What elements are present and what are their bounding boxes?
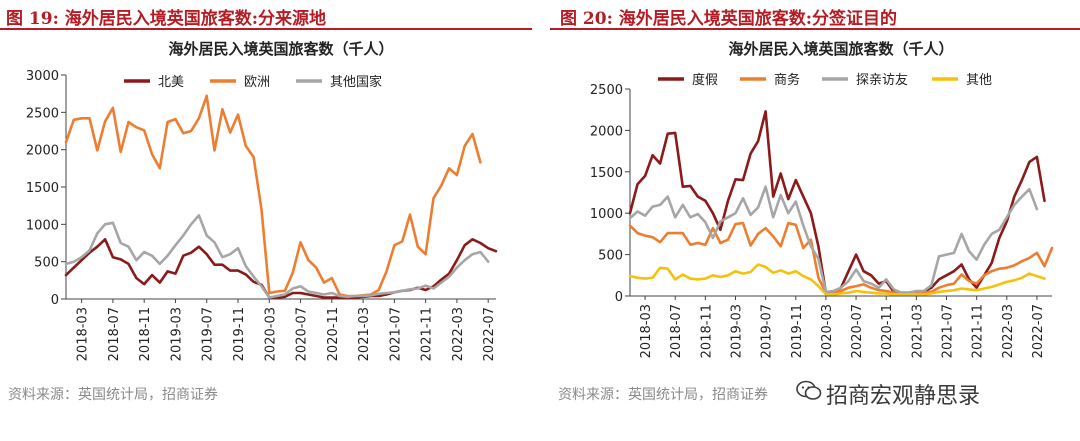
x-tick-label-12: 2022-03 xyxy=(1001,304,1016,358)
y-tick-label-0: 0 xyxy=(51,293,59,308)
legend-item-2: 探亲访友 xyxy=(822,72,908,88)
x-tick-label-6: 2020-03 xyxy=(263,307,278,361)
y-tick-label-5: 2500 xyxy=(590,83,623,98)
x-tick-label-7: 2020-07 xyxy=(850,304,865,358)
y-tick-label-3: 1500 xyxy=(26,181,59,196)
x-tick-label-3: 2019-03 xyxy=(730,304,745,358)
x-tick-label-5: 2019-11 xyxy=(790,304,805,358)
legend-item-0: 北美 xyxy=(124,75,184,90)
legend-label-1: 商务 xyxy=(774,72,800,88)
series-line-0 xyxy=(628,110,1046,295)
legend-item-2: 其他国家 xyxy=(296,74,382,90)
chart-right: 海外居民入境英国旅客数（千人） 度假 商务 探亲访友 其他 0 500 1000 1500 200… xyxy=(590,40,1054,358)
y-tick-label-2: 1000 xyxy=(26,218,59,233)
legend-label-1: 欧洲 xyxy=(244,75,270,90)
x-tick-label-13: 2022-07 xyxy=(1031,304,1046,358)
legend-label-0: 度假 xyxy=(692,72,718,88)
y-tick-label-4: 2000 xyxy=(26,144,59,159)
x-tick-label-0: 2018-03 xyxy=(76,307,91,361)
y-tick-label-3: 1500 xyxy=(590,166,623,181)
wechat-icon xyxy=(796,380,822,400)
x-tick-label-9: 2021-03 xyxy=(910,304,925,358)
x-tick-label-7: 2020-07 xyxy=(295,307,310,361)
figure-20-rule xyxy=(550,28,1080,30)
x-tick-label-3: 2019-03 xyxy=(169,307,184,361)
x-tick-label-6: 2020-03 xyxy=(820,304,835,358)
y-tick-label-4: 2000 xyxy=(590,124,623,139)
x-tick-label-11: 2021-11 xyxy=(420,307,435,361)
x-tick-label-0: 2018-03 xyxy=(639,304,654,358)
legend-item-3: 其他 xyxy=(932,73,992,88)
legend-label-2: 其他国家 xyxy=(330,74,382,90)
x-tick-label-12: 2022-03 xyxy=(451,307,466,361)
chart-left: 海外居民入境英国旅客数（千人） 北美 欧洲 其他国家 0 500 1000 1500 2000 2… xyxy=(26,40,498,361)
legend-label-3: 其他 xyxy=(966,73,992,88)
watermark-text: 招商宏观静思录 xyxy=(826,384,981,409)
x-tick-label-11: 2021-11 xyxy=(971,304,986,358)
legend-label-2: 探亲访友 xyxy=(856,72,908,88)
x-tick-label-8: 2020-11 xyxy=(880,304,895,358)
x-tick-label-9: 2021-03 xyxy=(357,307,372,361)
y-tick-label-5: 2500 xyxy=(26,106,59,121)
y-tick-label-1: 500 xyxy=(598,249,623,264)
x-tick-label-1: 2018-07 xyxy=(107,307,122,361)
y-tick-label-0: 0 xyxy=(615,290,623,305)
series-line-1 xyxy=(64,94,482,298)
chart-1-title: 海外居民入境英国旅客数（千人） xyxy=(728,40,953,58)
y-tick-label-2: 1000 xyxy=(590,207,623,222)
series-line-0 xyxy=(64,238,498,299)
x-tick-label-2: 2018-11 xyxy=(699,304,714,358)
x-tick-label-10: 2021-07 xyxy=(941,304,956,358)
legend-label-0: 北美 xyxy=(158,75,184,90)
legend-item-0: 度假 xyxy=(658,72,718,88)
series-line-1 xyxy=(628,221,1054,295)
figure-19-rule xyxy=(0,28,532,30)
x-tick-label-10: 2021-07 xyxy=(388,307,403,361)
y-tick-label-6: 3000 xyxy=(26,69,59,84)
series-line-3 xyxy=(628,263,1046,296)
x-tick-label-13: 2022-07 xyxy=(482,307,497,361)
y-tick-label-1: 500 xyxy=(34,256,59,271)
figure-20-source: 资料来源：英国统计局，招商证券 xyxy=(558,387,768,403)
figure-19-title: 图 19: 海外居民入境英国旅客数:分来源地 xyxy=(6,9,327,29)
series-line-2 xyxy=(628,185,1039,295)
chart-0-title: 海外居民入境英国旅客数（千人） xyxy=(168,40,393,58)
x-tick-label-8: 2020-11 xyxy=(326,307,341,361)
legend-item-1: 商务 xyxy=(740,72,800,88)
figure-19-source: 资料来源：英国统计局，招商证券 xyxy=(8,387,218,403)
x-tick-label-4: 2019-07 xyxy=(201,307,216,361)
x-tick-label-4: 2019-07 xyxy=(760,304,775,358)
x-tick-label-2: 2018-11 xyxy=(138,307,153,361)
watermark: 招商宏观静思录 xyxy=(796,378,981,410)
figure-20-title: 图 20: 海外居民入境英国旅客数:分签证目的 xyxy=(560,9,898,29)
legend-item-1: 欧洲 xyxy=(210,75,270,90)
x-tick-label-5: 2019-11 xyxy=(232,307,247,361)
series-line-2 xyxy=(64,214,490,299)
x-tick-label-1: 2018-07 xyxy=(669,304,684,358)
